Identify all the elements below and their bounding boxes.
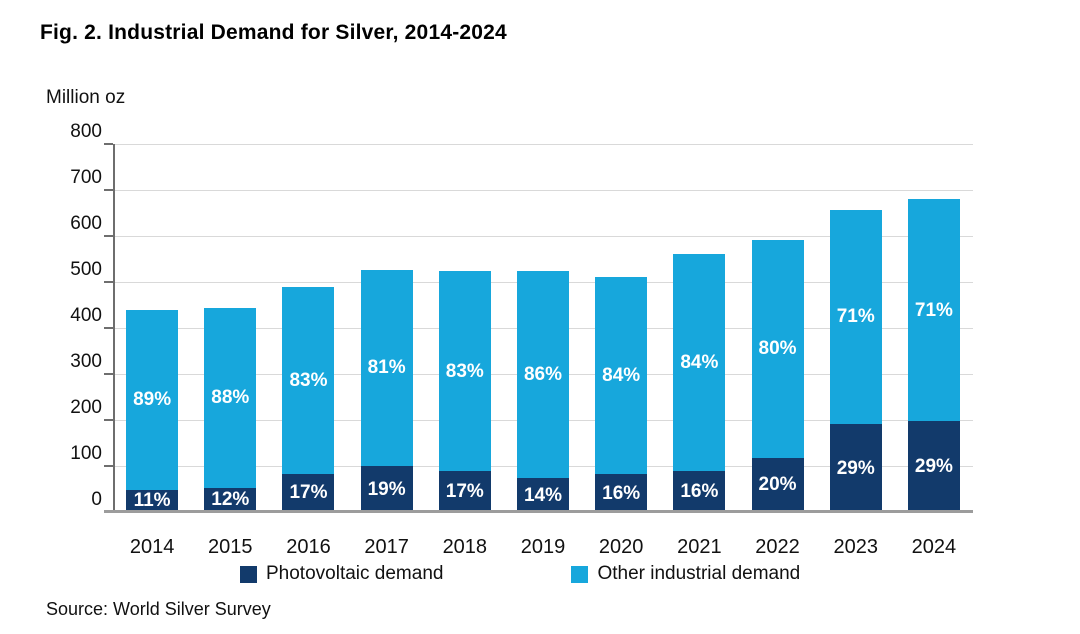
legend-label: Photovoltaic demand (266, 563, 444, 584)
x-tick-label-2014: 2014 (129, 536, 175, 558)
y-tick-label-500: 500 (70, 259, 102, 280)
bar-label: 14% (523, 484, 563, 506)
y-tick-mark-800 (104, 143, 113, 145)
bar-label: 29% (914, 456, 953, 478)
y-tick-label-100: 100 (70, 443, 102, 464)
bar-2022-other: 80% (751, 239, 804, 458)
chart-title: Fig. 2. Industrial Demand for Silver, 20… (40, 21, 507, 44)
bar-2024-photovoltaic: 29% (907, 421, 960, 512)
bar-label: 80% (758, 338, 797, 360)
bar-label: 81% (367, 357, 406, 379)
bar-2015-photovoltaic: 12% (204, 487, 257, 512)
legend-item-other: Other industrial demand (571, 563, 800, 585)
y-tick-mark-500 (104, 281, 113, 283)
y-tick-label-0: 0 (91, 489, 102, 510)
bar-2021-other: 84% (673, 253, 726, 471)
bar-label: 16% (680, 480, 719, 502)
y-axis-labels: 0 100 200 300 400 500 600 700 800 (38, 121, 102, 512)
y-tick-label-200: 200 (70, 397, 102, 418)
bar-2014-other: 89% (126, 309, 179, 490)
bar-label: 83% (289, 369, 328, 391)
legend-label: Other industrial demand (597, 563, 801, 584)
x-axis-line (104, 510, 973, 513)
x-tick-label-2023: 2023 (833, 536, 878, 558)
y-tick-label-800: 800 (70, 121, 102, 142)
bar-2022-photovoltaic: 20% (751, 457, 804, 512)
y-tick-mark-300 (104, 373, 113, 375)
bar-2017-other: 81% (360, 269, 413, 466)
y-axis-line (113, 144, 115, 512)
bar-2023-photovoltaic: 29% (829, 424, 882, 512)
x-axis-labels: 2014 2015 2016 2017 2018 2019 2020 2021 2022 2023… (113, 536, 973, 560)
bar-label: 71% (836, 306, 875, 328)
bar-2024-other: 71% (907, 199, 960, 422)
gridline-800 (113, 144, 973, 145)
legend-swatch-icon (571, 565, 589, 583)
bar-label: 83% (445, 360, 484, 382)
y-tick-label-700: 700 (70, 167, 102, 188)
bar-2018-photovoltaic: 17% (438, 471, 491, 512)
bar-label: 84% (680, 351, 719, 373)
plot-area: 11% 89% 12% 88% 17% 83% 19% 81% 17% 83% 14% 86% 16% 8… (104, 143, 973, 513)
y-axis-unit-label: Million oz (46, 87, 126, 108)
bar-2016-photovoltaic: 17% (282, 473, 335, 512)
bar-2016-other: 83% (282, 286, 335, 474)
legend-swatch-icon (240, 565, 257, 583)
bar-label: 71% (914, 299, 953, 321)
x-tick-label-2019: 2019 (520, 536, 566, 558)
bar-label: 17% (445, 481, 484, 503)
bar-label: 11% (133, 490, 171, 512)
bar-2014-photovoltaic: 11% (126, 489, 179, 512)
gridline-700 (113, 190, 973, 191)
y-tick-mark-200 (104, 419, 113, 421)
bar-label: 17% (289, 482, 328, 504)
y-tick-label-300: 300 (70, 351, 102, 372)
x-tick-label-2020: 2020 (598, 536, 644, 558)
x-tick-label-2018: 2018 (442, 536, 488, 558)
bar-label: 29% (836, 457, 875, 479)
x-tick-label-2015: 2015 (208, 536, 253, 558)
bar-2020-other: 84% (595, 276, 648, 475)
y-tick-mark-400 (104, 327, 113, 329)
legend-item-photovoltaic: Photovoltaic demand (240, 563, 443, 585)
x-tick-label-2022: 2022 (755, 536, 800, 558)
x-tick-label-2021: 2021 (677, 536, 722, 558)
y-tick-mark-100 (104, 465, 113, 467)
bar-2019-photovoltaic: 14% (517, 478, 569, 512)
bar-2019-other: 86% (517, 271, 569, 479)
bar-label: 86% (523, 364, 563, 386)
bar-label: 84% (602, 365, 641, 387)
bar-label: 16% (602, 482, 641, 504)
x-tick-label-2017: 2017 (364, 536, 409, 558)
bar-label: 19% (367, 478, 406, 500)
chart-legend: Photovoltaic demand Other industrial dema… (240, 563, 800, 585)
bar-2018-other: 83% (438, 270, 491, 472)
y-tick-label-600: 600 (70, 213, 102, 234)
bar-label: 89% (133, 389, 172, 411)
bar-2017-photovoltaic: 19% (360, 466, 413, 512)
y-tick-label-400: 400 (70, 305, 102, 326)
gridline-600 (113, 236, 973, 237)
x-tick-label-2016: 2016 (286, 536, 331, 558)
source-note: Source: World Silver Survey (46, 599, 271, 619)
y-tick-mark-600 (104, 235, 113, 237)
y-tick-mark-700 (104, 189, 113, 191)
bar-2023-other: 71% (829, 209, 882, 425)
bar-2020-photovoltaic: 16% (595, 474, 648, 512)
x-tick-label-2024: 2024 (911, 536, 957, 558)
bar-label: 88% (211, 387, 250, 409)
bar-2015-other: 88% (204, 308, 257, 488)
bar-label: 20% (758, 474, 797, 496)
bar-label: 12% (211, 489, 250, 511)
bar-2021-photovoltaic: 16% (673, 470, 726, 512)
